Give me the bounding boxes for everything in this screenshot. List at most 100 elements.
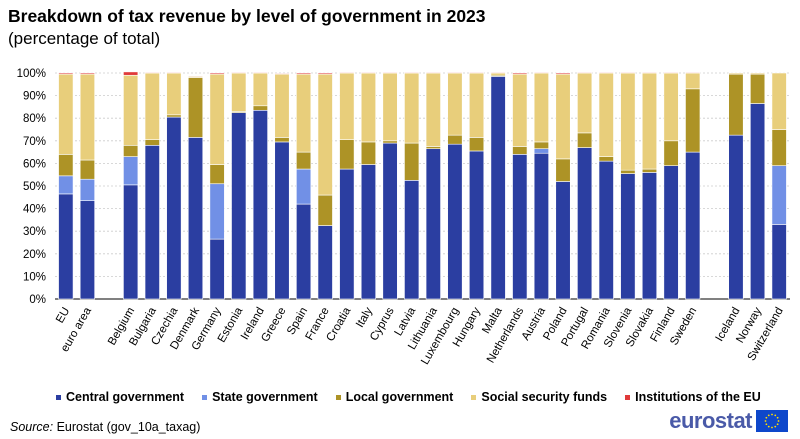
bar-segment: [512, 73, 528, 147]
bar-segment: [577, 72, 593, 74]
bar-segment: [425, 146, 441, 150]
bar-segment: [404, 72, 420, 144]
bar-segment: [771, 72, 787, 130]
bar-segment: [274, 137, 290, 143]
legend-swatch-state: [202, 394, 208, 400]
bar-segment: [296, 151, 312, 170]
bar-segment: [404, 72, 420, 74]
y-tick-label: 60%: [23, 158, 46, 170]
y-tick-label: 10%: [23, 271, 46, 283]
bar-segment: [317, 225, 333, 300]
bar-segment: [339, 168, 355, 300]
bar-segment: [533, 72, 549, 143]
bar-segment: [447, 72, 463, 74]
bar-segment: [317, 73, 333, 196]
y-tick-label: 70%: [23, 136, 46, 148]
bar-segment: [620, 72, 636, 74]
bar-segment: [166, 72, 182, 74]
bar-segment: [663, 72, 679, 142]
flag-star: [767, 425, 770, 428]
bar-segment: [447, 134, 463, 145]
bar-segment: [663, 165, 679, 300]
bar-segment: [79, 159, 95, 180]
legend-label-central: Central government: [66, 390, 185, 404]
bar-segment: [187, 137, 204, 300]
bar-segment: [404, 142, 420, 181]
bar-segment: [296, 168, 312, 205]
bar-segment: [512, 72, 528, 75]
source-note: Source: Eurostat (gov_10a_taxag): [10, 420, 200, 434]
bar-segment: [598, 72, 614, 74]
bar-segment: [598, 156, 614, 162]
bar-segment: [425, 72, 441, 147]
bar-segment: [728, 73, 744, 136]
eu-flag-icon: [756, 410, 788, 432]
bar-segment: [360, 72, 377, 143]
bar-segment: [58, 193, 74, 300]
legend-item-eu-institutions: Institutions of the EU: [625, 390, 761, 404]
bar-segment: [166, 72, 182, 116]
flag-star: [765, 416, 768, 419]
bar-segment: [555, 72, 571, 75]
bar-segment: [360, 141, 377, 165]
bar-segment: [620, 173, 636, 300]
y-tick-label: 90%: [23, 91, 46, 103]
legend-swatch-central: [56, 394, 61, 400]
bar-segment: [425, 148, 441, 300]
flag-star: [767, 414, 770, 417]
bar-segment: [555, 181, 571, 300]
bar-segment: [641, 72, 658, 170]
bar-segment: [144, 139, 160, 146]
bar-segment: [533, 148, 549, 154]
legend-swatch-local: [335, 394, 341, 400]
y-tick-label: 30%: [23, 226, 46, 238]
bar-segment: [620, 72, 636, 171]
bar-segment: [360, 164, 377, 300]
bar-segment: [296, 73, 312, 153]
bar-segment: [209, 73, 225, 165]
legend-item-state: State government: [202, 390, 318, 404]
bar-segment: [490, 76, 506, 300]
flag-star: [774, 425, 777, 428]
bar-segment: [144, 72, 160, 140]
bar-segment: [577, 147, 593, 300]
bar-segment: [296, 72, 312, 75]
bar-segment: [166, 114, 182, 118]
flag-star: [765, 423, 768, 426]
bar-segment: [274, 73, 290, 138]
bar-segment: [577, 132, 593, 148]
bar-segment: [533, 152, 549, 300]
bar-segment: [123, 145, 139, 157]
bar-segment: [123, 184, 139, 300]
bar-segment: [58, 175, 74, 195]
bar-segment: [317, 194, 333, 226]
bar-segment: [468, 137, 485, 152]
bar-segment: [404, 180, 420, 300]
bar-segment: [382, 142, 398, 300]
bar-segment: [490, 72, 506, 76]
bar-segment: [447, 72, 463, 136]
bar-segment: [685, 72, 701, 90]
bar-segment: [685, 88, 701, 153]
bar-segment: [468, 72, 485, 74]
y-tick-label: 50%: [23, 181, 46, 193]
bar-segment: [187, 77, 204, 138]
flag-star: [776, 423, 779, 426]
bar-segment: [231, 72, 247, 74]
bar-segment: [79, 178, 95, 201]
bar-segment: [274, 73, 290, 75]
legend-label-social: Social security funds: [481, 390, 608, 404]
bar-segment: [79, 200, 95, 300]
bar-segment: [728, 72, 744, 75]
bar-segment: [641, 172, 658, 300]
bar-segment: [166, 116, 182, 300]
flag-star: [776, 416, 779, 419]
bar-segment: [685, 72, 701, 74]
logo-text: eurostat: [669, 408, 752, 433]
bar-segment: [750, 103, 766, 300]
bar-segment: [750, 72, 766, 75]
bar-segment: [317, 72, 333, 75]
bar-segment: [360, 72, 377, 74]
bar-segment: [663, 72, 679, 74]
